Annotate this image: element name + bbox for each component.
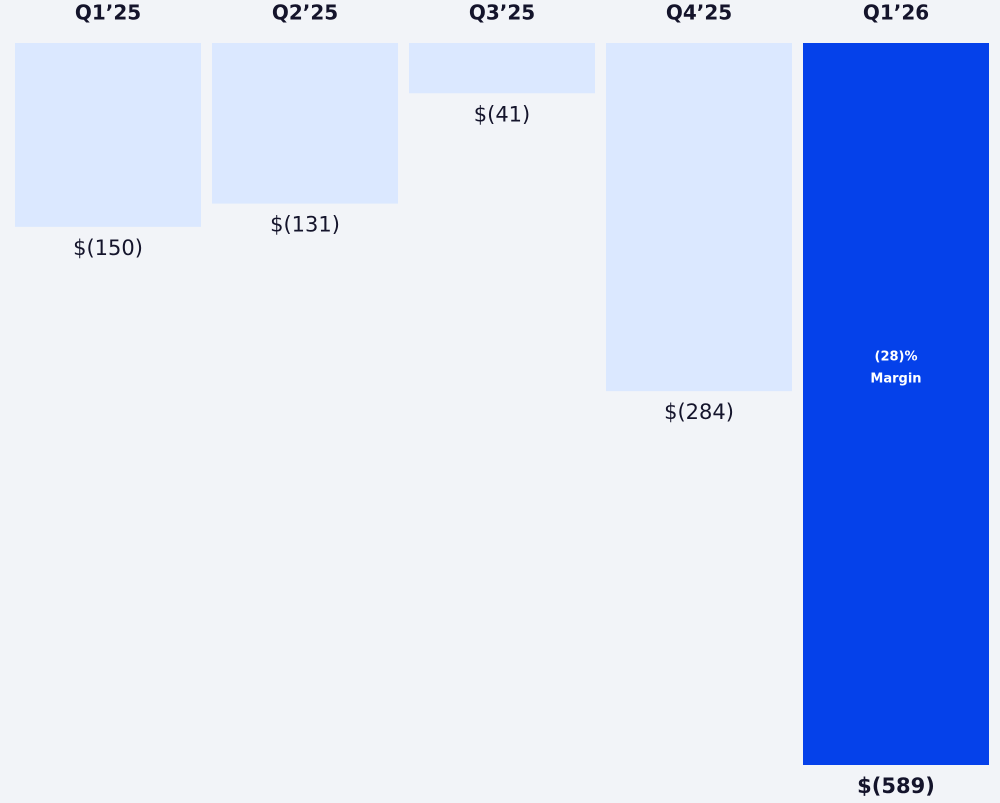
bar: [803, 43, 989, 765]
bar: [606, 43, 792, 392]
bar: [212, 43, 398, 204]
x-tick-label: Q1’25: [75, 1, 141, 25]
value-label: $(284): [664, 400, 734, 424]
value-label: $(131): [270, 213, 340, 237]
annotation: Margin: [870, 372, 921, 387]
x-tick-label: Q1’26: [863, 1, 929, 25]
value-label: $(150): [73, 236, 143, 260]
x-tick-label: Q4’25: [666, 1, 732, 25]
bar: [409, 43, 595, 94]
x-tick-label: Q2’25: [272, 1, 338, 25]
value-label: $(41): [474, 102, 530, 126]
annotation: (28)%: [875, 350, 918, 365]
bar: [15, 43, 201, 227]
x-tick-label: Q3’25: [469, 1, 535, 25]
value-label: $(589): [857, 774, 935, 798]
